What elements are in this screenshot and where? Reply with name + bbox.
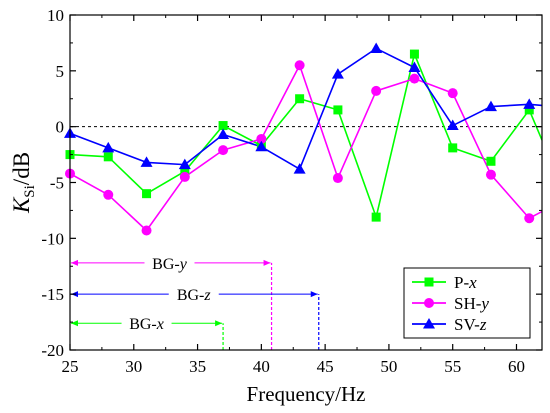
y-tick-label: 0 xyxy=(56,118,65,137)
band-gap-label-background xyxy=(121,314,172,333)
data-point xyxy=(524,213,535,224)
data-point xyxy=(179,171,190,182)
x-tick-label: 60 xyxy=(508,357,525,376)
data-point xyxy=(178,158,191,170)
y-tick-label: 10 xyxy=(47,6,64,25)
data-point xyxy=(486,156,496,166)
data-point xyxy=(141,225,152,236)
series-line-sv-z xyxy=(70,47,542,170)
data-point xyxy=(295,94,305,104)
data-point xyxy=(294,60,305,71)
band-gap-arrowhead-right xyxy=(263,259,271,266)
data-point xyxy=(524,105,534,115)
y-tick-label: -5 xyxy=(50,174,64,193)
data-point xyxy=(371,85,382,96)
data-point xyxy=(370,42,383,53)
data-point xyxy=(331,68,344,79)
data-point xyxy=(484,100,497,112)
x-axis-label: Frequency/Hz xyxy=(247,382,366,406)
y-tick-label: -15 xyxy=(41,285,64,304)
band-gap-label-background xyxy=(168,285,219,304)
band-gap-arrowhead-left xyxy=(71,320,78,327)
data-point xyxy=(408,61,421,72)
y-tick-label: -20 xyxy=(41,341,64,360)
band-gap-arrowhead-right xyxy=(310,291,318,298)
x-tick-label: 45 xyxy=(317,357,334,376)
data-point xyxy=(332,173,343,184)
legend-label: SV-z xyxy=(454,315,487,334)
x-tick-label: 55 xyxy=(444,357,461,376)
data-point xyxy=(255,140,268,152)
data-point xyxy=(293,163,306,174)
x-tick-label: 40 xyxy=(253,357,270,376)
data-point xyxy=(180,166,190,176)
data-point xyxy=(218,121,228,131)
x-tick-label: 25 xyxy=(62,357,79,376)
band-gap-label: BG-z xyxy=(177,287,212,304)
data-point xyxy=(371,212,381,222)
data-point xyxy=(102,141,115,153)
data-point xyxy=(103,152,113,162)
legend-marker xyxy=(424,298,434,308)
data-point xyxy=(140,156,153,167)
x-tick-label: 50 xyxy=(380,357,397,376)
y-tick-label: -10 xyxy=(41,229,64,248)
band-gap-arrowhead-right xyxy=(215,320,223,327)
data-point xyxy=(448,143,458,153)
data-point xyxy=(523,98,536,109)
data-point xyxy=(447,88,458,99)
series-line-sh-y xyxy=(70,64,542,232)
band-gap-label: BG-y xyxy=(152,256,188,273)
data-point xyxy=(217,128,230,139)
data-point xyxy=(142,189,152,199)
data-point xyxy=(409,49,419,59)
x-tick-label: 30 xyxy=(125,357,142,376)
data-point xyxy=(103,189,114,200)
legend-marker xyxy=(424,277,434,287)
legend-label: SH-y xyxy=(454,294,489,313)
series-line-p-x xyxy=(70,53,542,218)
y-tick-label: 5 xyxy=(56,62,65,81)
data-point xyxy=(333,105,343,115)
band-gap-arrowhead-left xyxy=(71,259,78,266)
band-gap-label-background xyxy=(144,253,195,272)
band-gap-label: BG-x xyxy=(129,316,164,333)
data-point xyxy=(446,119,459,131)
legend-marker xyxy=(423,318,435,329)
x-tick-label: 35 xyxy=(189,357,206,376)
data-point xyxy=(218,145,229,156)
data-point xyxy=(409,73,420,84)
legend-label: P-x xyxy=(454,273,477,292)
y-axis-label: KSi/dB xyxy=(9,152,38,214)
data-point xyxy=(485,169,496,180)
data-point xyxy=(256,133,267,144)
